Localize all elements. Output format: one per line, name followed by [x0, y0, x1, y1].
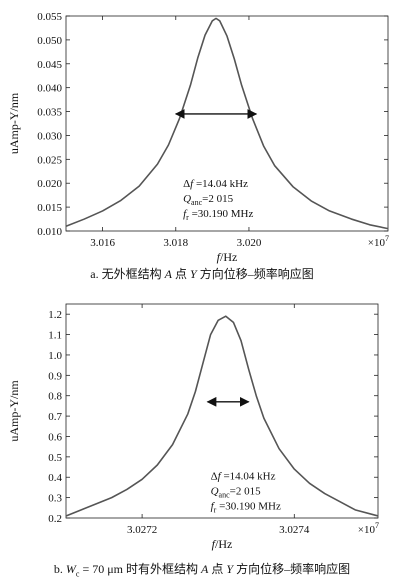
caption-b-point: A [201, 562, 209, 576]
ytick-label-b: 0.2 [48, 513, 62, 525]
ytick-label-b: 1.1 [48, 330, 62, 342]
caption-b-text-mid: 点 [211, 562, 224, 576]
ytick-label-b: 0.3 [48, 493, 62, 505]
ytick-label-a: 0.010 [37, 226, 62, 238]
xtick-label-b: 3.0274 [279, 524, 310, 536]
annotation-fr-a: fr =30.190 MHz [183, 208, 253, 222]
x-multiplier-b: ×107 [358, 521, 379, 536]
x-multiplier-a: ×107 [368, 234, 389, 249]
caption-a-text-mid: 点 [174, 267, 187, 281]
xtick-label-a: 3.020 [237, 237, 262, 249]
annotation-delta-f-b: Δf =14.04 kHz [211, 470, 276, 482]
chart-b-svg: 0.2 0.3 0.4 0.5 0.6 0.7 0.8 0.9 1.0 1.1 1.2 3.0272 3… [7, 303, 379, 551]
ytick-label-b: 1.0 [48, 350, 62, 362]
x-axis-label-b: f/Hz [212, 537, 233, 551]
caption-b-eq: = 70 μm [79, 562, 124, 576]
caption-a-axis: Y [190, 267, 197, 281]
ytick-label-a: 0.040 [37, 83, 62, 95]
ytick-label-b: 0.9 [48, 370, 62, 382]
caption-b-axis: Y [226, 562, 234, 576]
xtick-label-a: 3.018 [163, 237, 188, 249]
caption-a-text-post: 方向位移–频率响应图 [199, 267, 314, 281]
ytick-label-a: 0.020 [37, 178, 62, 190]
ytick-label-a: 0.050 [37, 35, 62, 47]
ytick-label-a: 0.045 [37, 59, 62, 71]
ytick-label-a: 0.025 [37, 154, 62, 166]
caption-b: b. Wc = 70 μm 时有外框结构 A 点 Y 方向位移–频率响应图 [0, 560, 404, 578]
annotation-fr-b: fr =30.190 MHz [211, 500, 281, 514]
caption-a-prefix: a. [90, 267, 99, 281]
annotation-delta-f-a: Δf =14.04 kHz [183, 178, 248, 190]
ytick-label-b: 0.7 [48, 411, 62, 423]
y-axis-label-b: uAmp-Y/nm [7, 380, 21, 442]
plot-frame-b [65, 303, 379, 519]
caption-a: a. 无外框结构 A 点 Y 方向位移–频率响应图 [0, 265, 404, 282]
ytick-label-b: 1.2 [48, 309, 62, 321]
annotation-q-anc-a: Qanc=2 015 [183, 193, 234, 207]
caption-a-text-pre: 无外框结构 [101, 267, 162, 281]
ytick-label-a: 0.030 [37, 130, 62, 142]
ytick-label-b: 0.8 [48, 391, 62, 403]
caption-b-prefix: b. [53, 562, 63, 576]
ytick-label-a: 0.035 [37, 107, 62, 119]
annotation-q-anc-b: Qanc=2 015 [211, 485, 262, 499]
xtick-label-b: 3.0272 [127, 524, 157, 536]
response-curve-b [65, 315, 379, 517]
caption-b-text-post: 方向位移–频率响应图 [236, 562, 351, 576]
ytick-label-b: 0.4 [48, 472, 62, 484]
ytick-label-a: 0.015 [37, 202, 62, 214]
chart-panel-b: 0.2 0.3 0.4 0.5 0.6 0.7 0.8 0.9 1.0 1.1 1.2 3.0272 3… [0, 290, 404, 579]
y-axis-label-a: uAmp-Y/nm [7, 92, 21, 154]
ytick-label-a: 0.055 [37, 11, 62, 23]
ytick-label-b: 0.6 [48, 431, 62, 443]
chart-a-svg: 0.010 0.015 0.020 0.025 0.030 0.035 0.040 0.045… [7, 11, 389, 264]
caption-a-point: A [164, 267, 172, 281]
caption-b-var: W [65, 562, 76, 576]
response-curve-a [65, 17, 389, 230]
x-axis-label-a: f/Hz [217, 250, 238, 264]
plot-frame-a [65, 15, 389, 232]
caption-b-text-pre: 时有外框结构 [126, 562, 199, 576]
chart-panel-a: 0.010 0.015 0.020 0.025 0.030 0.035 0.040 0.045… [0, 11, 404, 282]
xtick-label-a: 3.016 [90, 237, 115, 249]
ytick-label-b: 0.5 [48, 452, 62, 464]
caption-b-sub: c [75, 569, 80, 579]
